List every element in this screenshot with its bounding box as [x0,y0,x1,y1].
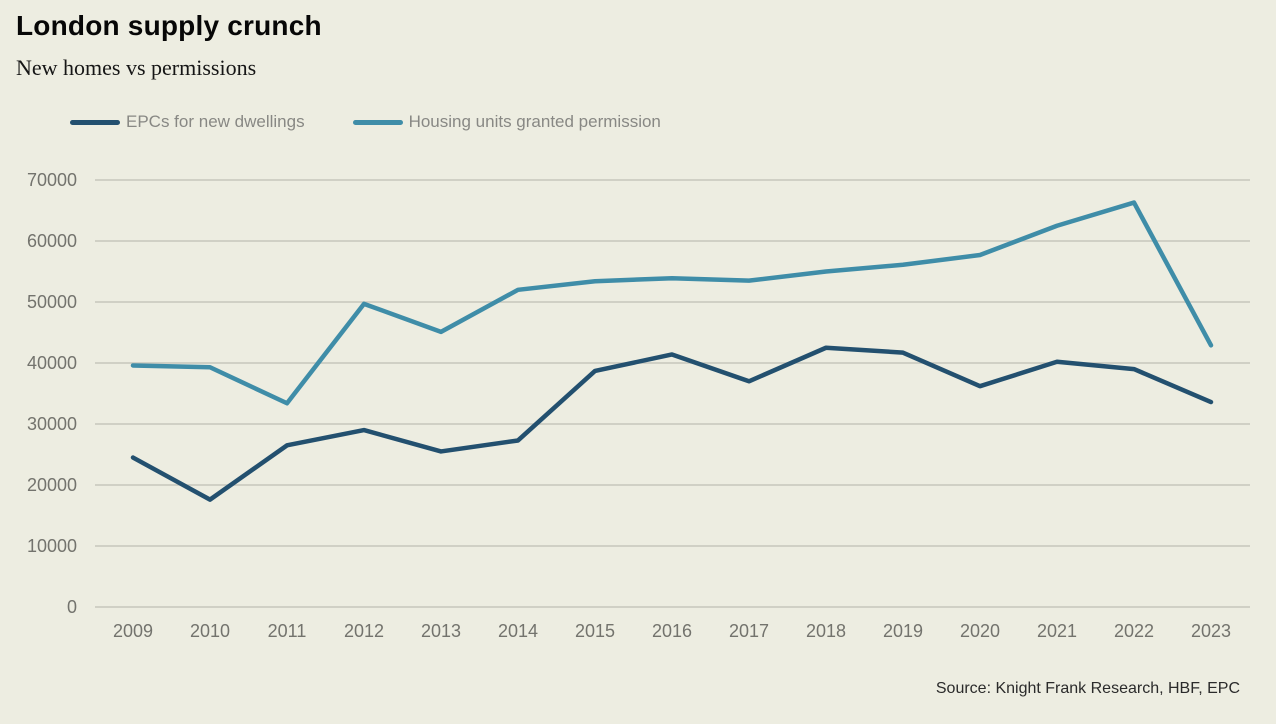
series-line [130,200,1214,406]
x-axis-tick-label: 2021 [1037,621,1077,641]
x-axis-tick-label: 2023 [1191,621,1231,641]
y-axis-tick-label: 50000 [27,292,77,312]
x-axis-tick-label: 2015 [575,621,615,641]
x-axis-tick-label: 2020 [960,621,1000,641]
navy-line-swatch-icon [70,119,120,125]
x-axis-tick-label: 2018 [806,621,846,641]
x-axis-tick-label: 2014 [498,621,538,641]
y-axis-tick-label: 0 [67,597,77,617]
x-axis-tick-label: 2022 [1114,621,1154,641]
legend-item-epcs: EPCs for new dwellings [70,112,305,132]
x-axis-tick-label: 2016 [652,621,692,641]
source-attribution: Source: Knight Frank Research, HBF, EPC [935,680,1240,697]
chart-subtitle: New homes vs permissions [16,55,257,80]
teal-line-swatch-icon [352,119,403,125]
line-chart-canvas: 0 10000 20000 30000 40000 50000 60000 70000 2009… [27,170,1250,641]
legend-label: EPCs for new dwellings [126,112,305,131]
x-axis-tick-label: 2013 [421,621,461,641]
x-axis-tick-label: 2011 [268,621,307,641]
y-axis-tick-label: 70000 [27,170,77,190]
y-axis-tick-label: 20000 [27,475,77,495]
chart-legend: EPCs for new dwellings Housing units gra… [70,112,661,132]
series-line [130,345,1214,502]
x-axis-tick-label: 2019 [883,621,923,641]
legend-label: Housing units granted permission [408,112,661,131]
y-axis-tick-label: 30000 [27,414,77,434]
y-axis-tick-label: 40000 [27,353,77,373]
line-chart: 0 10000 20000 30000 40000 50000 60000 70000 2009… [0,150,1276,670]
x-axis-tick-label: 2017 [729,621,769,641]
x-axis-tick-label: 2009 [113,621,153,641]
page-title: London supply crunch [16,10,322,41]
y-axis-tick-label: 10000 [27,536,77,556]
y-axis-tick-label: 60000 [27,231,77,251]
x-axis-tick-label: 2010 [190,621,230,641]
x-axis-tick-label: 2012 [344,621,384,641]
legend-item-permissions: Housing units granted permission [352,112,661,132]
